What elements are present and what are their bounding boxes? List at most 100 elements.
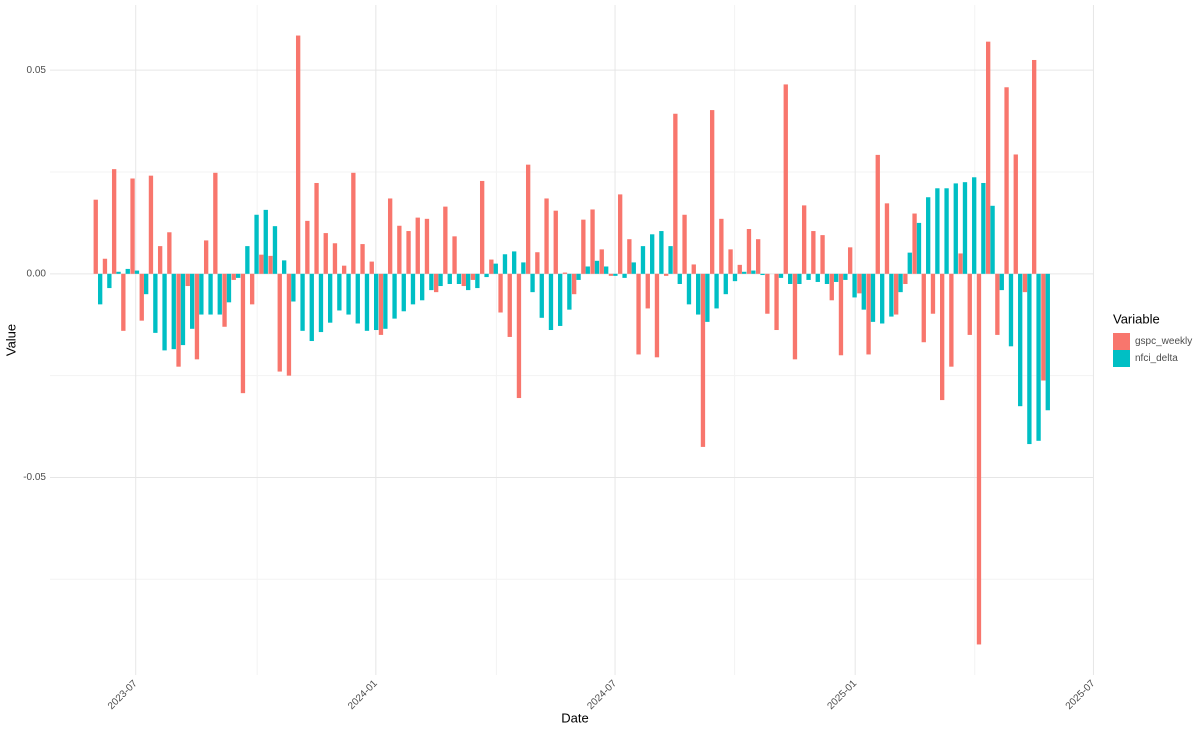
bar: [249, 273, 255, 305]
bar: [742, 271, 747, 274]
y-axis-title: Value: [3, 324, 18, 356]
bar: [935, 188, 940, 274]
bar: [97, 273, 103, 305]
bar: [857, 273, 862, 294]
bar: [907, 252, 912, 274]
bar: [912, 213, 917, 274]
bar: [847, 247, 853, 274]
bar: [590, 209, 595, 274]
bar: [976, 273, 982, 645]
bar: [861, 273, 866, 310]
bar: [682, 214, 687, 274]
bar: [157, 246, 163, 274]
bar: [291, 273, 296, 302]
bar: [797, 273, 802, 284]
bar: [401, 273, 406, 312]
legend-title: Variable: [1113, 311, 1160, 326]
bar: [875, 154, 880, 274]
bar: [222, 273, 227, 327]
bar: [203, 240, 209, 274]
bar: [801, 205, 807, 274]
bar: [811, 231, 816, 274]
bar: [272, 226, 278, 274]
bar: [420, 273, 425, 301]
bar: [438, 273, 443, 287]
bar: [424, 218, 430, 274]
bar: [479, 180, 485, 274]
bar: [470, 273, 476, 280]
bar: [940, 273, 945, 401]
bar: [1013, 154, 1018, 274]
bar: [663, 273, 669, 276]
bar: [148, 175, 154, 274]
bar: [567, 273, 572, 310]
bar: [893, 273, 899, 315]
bar: [760, 273, 765, 276]
bar: [719, 218, 724, 274]
bar: [967, 273, 972, 335]
bar: [806, 273, 811, 280]
bar: [627, 239, 632, 274]
bar: [121, 273, 126, 331]
bar: [116, 271, 121, 274]
bar: [700, 273, 706, 447]
bar: [930, 273, 936, 314]
bar: [1018, 273, 1023, 407]
bar: [498, 273, 503, 313]
x-tick-label: 2024-07: [585, 678, 619, 712]
x-tick-label: 2024-01: [346, 678, 380, 712]
bar: [443, 206, 448, 274]
bar: [631, 262, 636, 274]
bar: [493, 263, 498, 274]
bar: [1032, 59, 1037, 274]
bar: [259, 254, 264, 274]
bar: [709, 110, 715, 274]
bar: [608, 273, 614, 276]
bar: [990, 205, 995, 274]
bar: [558, 273, 563, 326]
bar: [548, 273, 554, 331]
y-tick-label: 0.05: [27, 65, 47, 76]
bar: [535, 252, 540, 274]
bar: [1004, 87, 1009, 274]
bar: [93, 199, 98, 274]
bar: [677, 273, 682, 284]
bar: [617, 194, 623, 274]
bar: [778, 273, 784, 278]
bar: [755, 239, 761, 274]
bar: [337, 273, 342, 311]
bar: [765, 273, 770, 314]
bar: [585, 266, 590, 274]
bar: [231, 273, 236, 280]
bar: [351, 172, 356, 274]
bar: [323, 233, 328, 274]
legend-label: nfci_delta: [1135, 353, 1178, 364]
bar: [217, 273, 222, 315]
bar: [622, 273, 627, 278]
bar: [723, 273, 728, 295]
bar: [111, 169, 117, 274]
bar: [194, 273, 200, 360]
bar: [383, 273, 388, 329]
bar: [213, 172, 218, 274]
bar: [125, 268, 130, 274]
bar: [240, 273, 246, 394]
bar: [880, 273, 885, 324]
bar: [143, 273, 149, 295]
bar: [691, 264, 696, 274]
bar: [884, 203, 890, 274]
bar: [364, 273, 370, 331]
legend-key: [1113, 350, 1130, 367]
bar: [406, 231, 411, 274]
bar: [171, 273, 176, 350]
bar: [705, 273, 710, 322]
bar: [921, 273, 926, 343]
bar: [189, 273, 195, 329]
bar: [328, 273, 333, 323]
bar: [415, 217, 420, 274]
bar: [295, 35, 301, 274]
bar: [999, 273, 1004, 291]
bar: [245, 246, 250, 274]
bar: [834, 273, 839, 282]
